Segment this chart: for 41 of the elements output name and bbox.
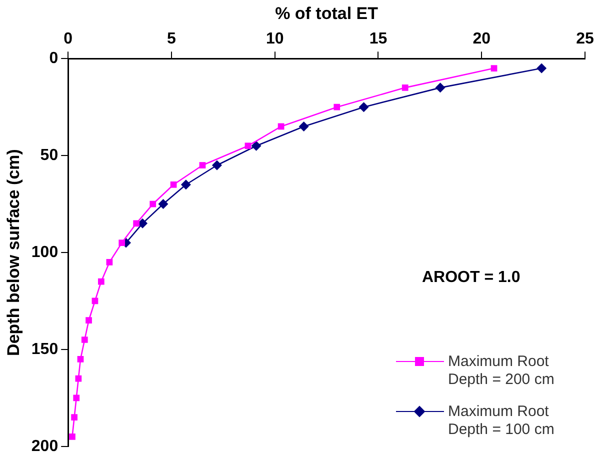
- point: [251, 140, 262, 151]
- x-tick-label: 25: [576, 30, 594, 48]
- point: [244, 142, 252, 150]
- point: [158, 199, 168, 210]
- y-axis-title: Depth below surface (cm): [4, 149, 23, 356]
- y-tick-label: 100: [31, 244, 58, 261]
- point: [490, 65, 498, 72]
- y-tick-label: 200: [31, 438, 58, 455]
- point: [212, 160, 222, 170]
- x-axis-title: % of total ET: [275, 4, 379, 23]
- point: [86, 317, 92, 324]
- point: [73, 394, 80, 402]
- x-tick-label: 5: [167, 30, 176, 48]
- y-tick-label: 50: [40, 146, 58, 164]
- point: [98, 278, 104, 285]
- x-tick-label: 0: [64, 30, 73, 48]
- point: [150, 200, 156, 208]
- point: [81, 336, 88, 343]
- point: [170, 181, 177, 188]
- point: [133, 220, 140, 227]
- point: [106, 259, 113, 266]
- annotation: AROOT = 1.0: [422, 269, 520, 286]
- point: [536, 63, 547, 74]
- point: [298, 121, 309, 132]
- point: [402, 84, 408, 91]
- point: [435, 82, 446, 93]
- x-tick-label: 15: [369, 30, 388, 48]
- point: [358, 102, 369, 112]
- point: [199, 162, 206, 168]
- point: [118, 240, 126, 246]
- legend-label: Maximum Root Depth = 200 cm: [448, 353, 556, 389]
- point: [69, 434, 76, 440]
- point: [71, 414, 78, 420]
- x-tick-label: 20: [472, 30, 491, 48]
- point: [334, 104, 340, 110]
- point: [77, 356, 84, 362]
- legend-label: Maximum Root Depth = 100 cm: [448, 403, 556, 439]
- y-tick-label: 150: [31, 340, 58, 358]
- point: [180, 180, 191, 190]
- y-tick-label: 0: [49, 50, 58, 68]
- x-tick-label: 10: [266, 30, 284, 48]
